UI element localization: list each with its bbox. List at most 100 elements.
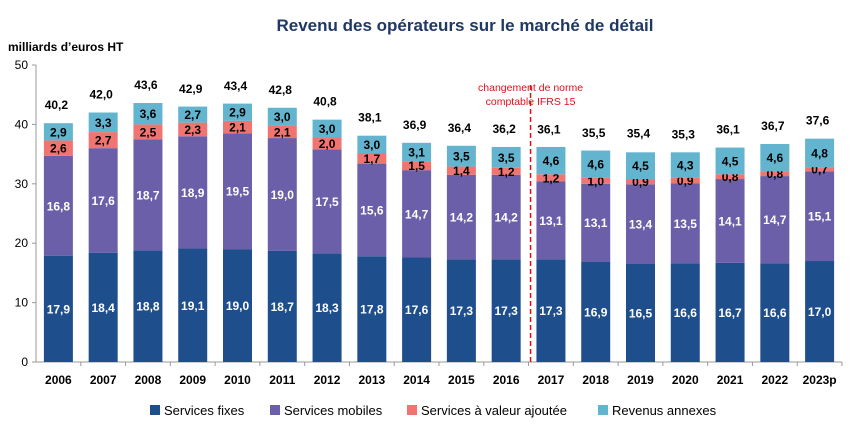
- bar-segment: [43, 155, 73, 256]
- data-label: 2,6: [50, 142, 67, 156]
- total-label: 42,9: [179, 82, 203, 96]
- bar-segment: [357, 256, 387, 362]
- data-label: 16,6: [674, 306, 698, 320]
- bar-segment: [43, 255, 73, 362]
- bar-segment: [178, 248, 208, 362]
- total-label: 36,7: [761, 119, 785, 133]
- data-label: 13,1: [539, 214, 563, 228]
- data-label: 16,8: [47, 199, 71, 213]
- bar-segment: [760, 144, 790, 172]
- bar-segment: [536, 146, 566, 175]
- bar-segment: [223, 103, 252, 121]
- data-label: 3,0: [319, 122, 336, 136]
- legend-label: Services fixes: [164, 403, 245, 418]
- x-tick-label: 2008: [135, 373, 162, 387]
- data-label: 1,7: [363, 152, 380, 166]
- bar-segment: [715, 174, 745, 180]
- data-label: 1,5: [408, 159, 425, 173]
- annotation-line1: changement de norme: [478, 82, 583, 94]
- data-label: 3,6: [140, 107, 157, 121]
- bar-segment: [491, 146, 521, 168]
- data-label: 17,9: [47, 302, 71, 316]
- total-label: 43,6: [134, 78, 158, 92]
- data-label: 17,5: [315, 195, 339, 209]
- bar-segment: [805, 261, 835, 362]
- data-label: 1,2: [498, 165, 515, 179]
- data-label: 14,1: [718, 214, 742, 228]
- data-label: 3,1: [408, 146, 425, 160]
- total-label: 37,6: [806, 114, 830, 128]
- legend-label: Services à valeur ajoutée: [421, 403, 567, 418]
- y-tick-label: 50: [15, 58, 29, 72]
- data-label: 4,6: [587, 158, 604, 172]
- bar-segment: [88, 148, 118, 253]
- bar-segment: [133, 250, 163, 362]
- bar-segment: [715, 262, 745, 362]
- bar-segment: [670, 183, 700, 264]
- total-label: 36,1: [537, 123, 561, 137]
- data-label: 18,7: [136, 188, 160, 202]
- bar-segment: [626, 263, 655, 362]
- bar-segment: [581, 261, 611, 362]
- data-label: 18,8: [136, 300, 160, 314]
- data-label: 2,5: [140, 125, 157, 139]
- bar-segment: [223, 249, 252, 362]
- bar-segment: [670, 152, 700, 178]
- legend-swatch: [150, 405, 160, 415]
- bar-segment: [133, 103, 163, 125]
- data-label: 13,1: [584, 216, 608, 230]
- data-label: 3,0: [274, 110, 291, 124]
- data-label: 18,7: [271, 300, 295, 314]
- bar-segment: [402, 170, 432, 258]
- y-tick-label: 30: [15, 177, 29, 191]
- bar-segment: [491, 259, 521, 362]
- data-label: 17,0: [808, 305, 832, 319]
- x-tick-label: 2019: [627, 373, 654, 387]
- data-label: 2,3: [184, 123, 201, 137]
- bar-segment: [446, 166, 476, 175]
- bar-segment: [43, 123, 73, 141]
- data-label: 14,2: [450, 211, 474, 225]
- total-label: 38,1: [358, 111, 382, 125]
- x-tick-label: 2018: [582, 373, 609, 387]
- bar-segment: [312, 149, 342, 254]
- data-label: 15,6: [360, 203, 384, 217]
- x-tick-label: 2017: [538, 373, 565, 387]
- x-tick-label: 2010: [224, 373, 251, 387]
- bar-segment: [626, 179, 655, 185]
- x-tick-label: 2011: [269, 373, 295, 387]
- bar-segment: [446, 174, 476, 260]
- total-label: 36,2: [492, 122, 516, 136]
- data-label: 4,5: [632, 159, 649, 173]
- total-label: 35,4: [627, 127, 651, 141]
- data-label: 4,3: [677, 159, 694, 173]
- legend-label: Revenus annexes: [612, 403, 717, 418]
- bar-segment: [536, 181, 566, 260]
- data-label: 18,9: [181, 186, 205, 200]
- data-label: 13,5: [674, 217, 698, 231]
- data-label: 2,1: [229, 121, 246, 135]
- data-label: 13,4: [629, 218, 653, 232]
- data-label: 16,7: [718, 306, 742, 320]
- total-label: 36,9: [403, 118, 427, 132]
- bar-segment: [267, 107, 297, 126]
- bar-segment: [43, 140, 73, 156]
- data-label: 17,3: [539, 304, 563, 318]
- bar-segment: [133, 124, 163, 140]
- data-label: 17,8: [360, 303, 384, 317]
- data-label: 4,8: [811, 146, 828, 160]
- bar-segment: [760, 176, 790, 264]
- bar-segment: [312, 137, 342, 150]
- total-label: 43,4: [224, 79, 248, 93]
- bar-segment: [402, 142, 432, 162]
- legend-swatch: [598, 405, 608, 415]
- data-label: 2,9: [229, 106, 246, 120]
- bar-segment: [357, 163, 387, 257]
- bar-segment: [88, 132, 118, 149]
- bar-segment: [536, 259, 566, 362]
- data-label: 4,6: [543, 154, 560, 168]
- data-label: 19,0: [226, 299, 250, 313]
- data-label: 3,0: [363, 138, 380, 152]
- data-label: 17,3: [450, 304, 474, 318]
- y-axis-label: milliards d’euros HT: [8, 40, 124, 54]
